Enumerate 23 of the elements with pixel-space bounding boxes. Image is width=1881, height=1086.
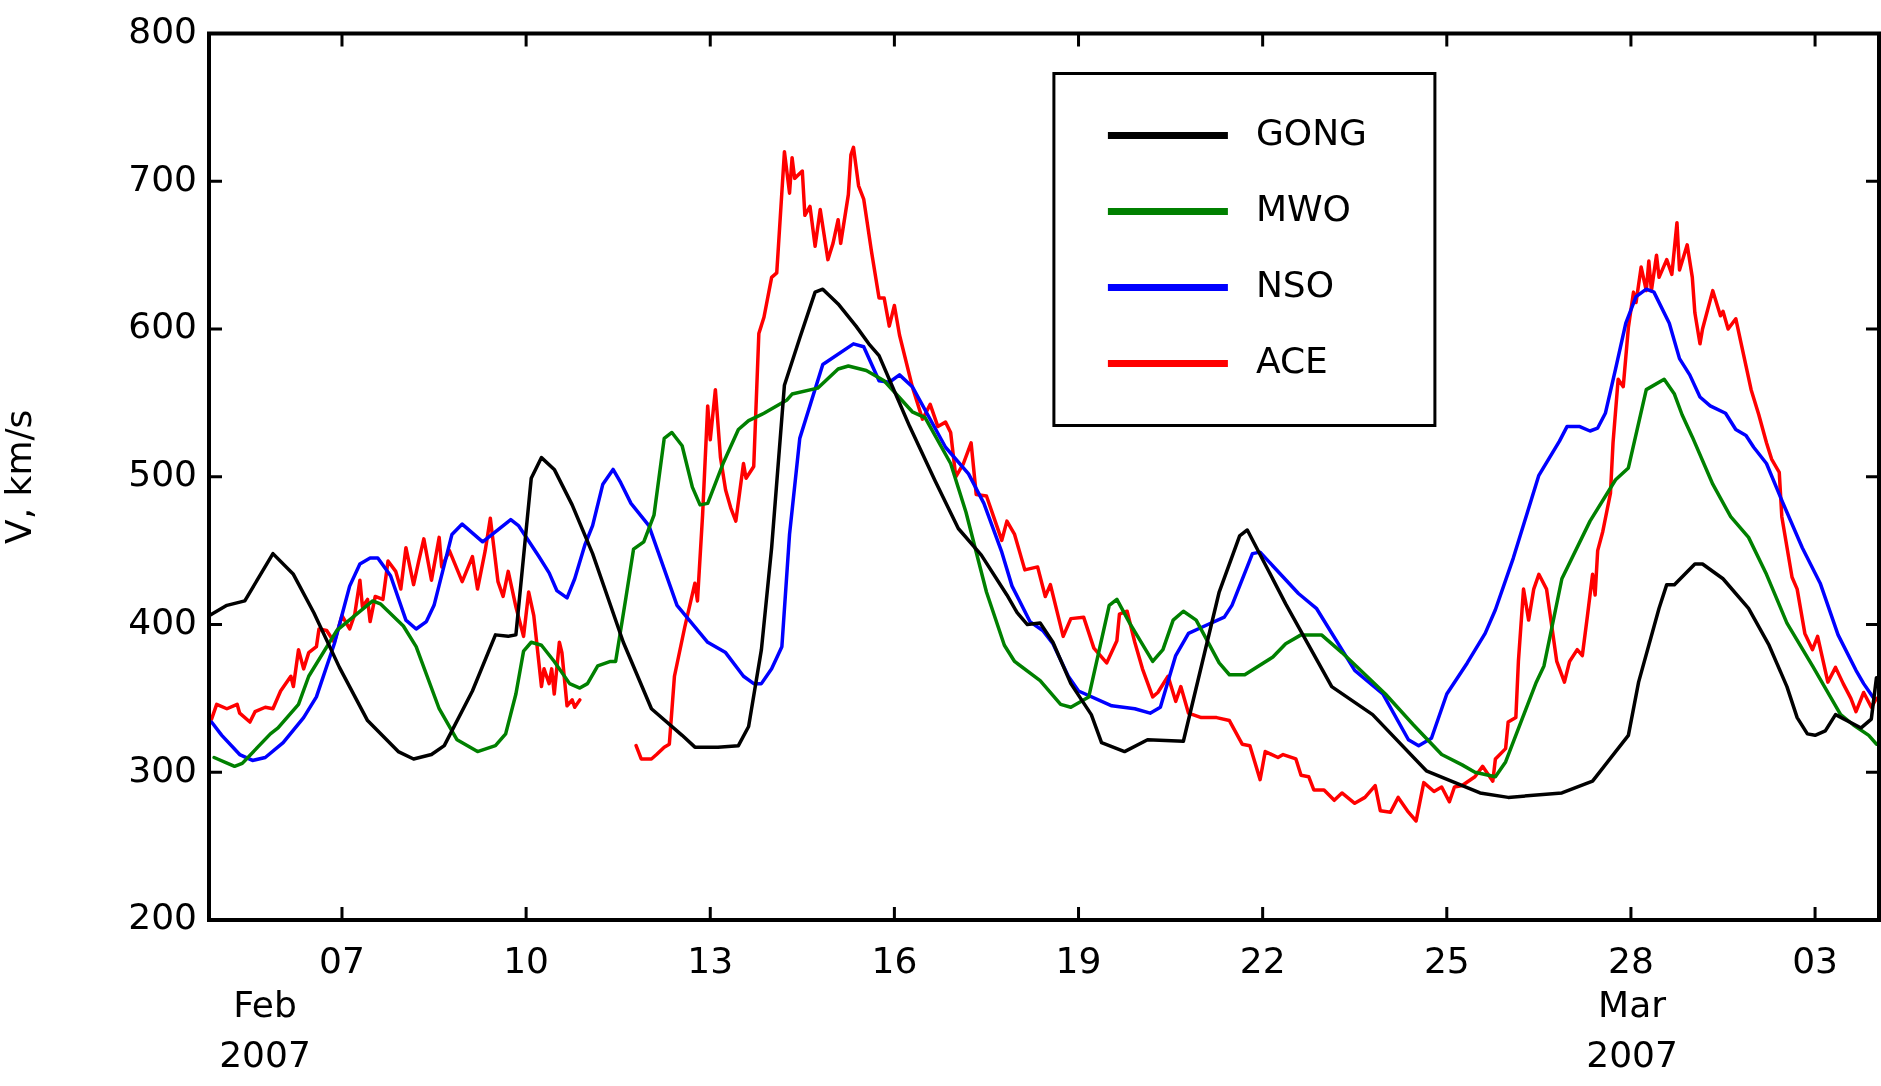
y-axis-title: V, km/s xyxy=(0,409,39,544)
y-tick-label: 400 xyxy=(128,600,197,642)
y-tick-label: 500 xyxy=(128,453,197,495)
x-tick-label: 25 xyxy=(1423,939,1470,981)
y-tick-label: 200 xyxy=(128,896,197,938)
text: Mar 2007 xyxy=(1586,984,1678,1076)
x-tick-label: 19 xyxy=(1055,939,1102,981)
x-tick-label: 13 xyxy=(687,939,734,981)
x-tick-label: 16 xyxy=(871,939,918,981)
legend-label: MWO xyxy=(1255,187,1351,229)
legend-label: GONG xyxy=(1255,111,1367,153)
y-tick-label: 600 xyxy=(128,305,197,347)
x-tick-label: 22 xyxy=(1239,939,1286,981)
x-tick-label: 10 xyxy=(503,939,550,981)
x-tick-label: 03 xyxy=(1792,939,1838,981)
y-tick-label: 300 xyxy=(128,748,197,790)
y-tick-label: 700 xyxy=(128,157,197,199)
y-tick-label: 800 xyxy=(128,9,197,51)
legend-label: NSO xyxy=(1255,263,1335,305)
legend-label: ACE xyxy=(1255,339,1328,381)
text: Feb 2007 xyxy=(219,984,311,1076)
x-tick-label: 28 xyxy=(1608,939,1654,981)
x-tick-label: 07 xyxy=(319,939,365,981)
